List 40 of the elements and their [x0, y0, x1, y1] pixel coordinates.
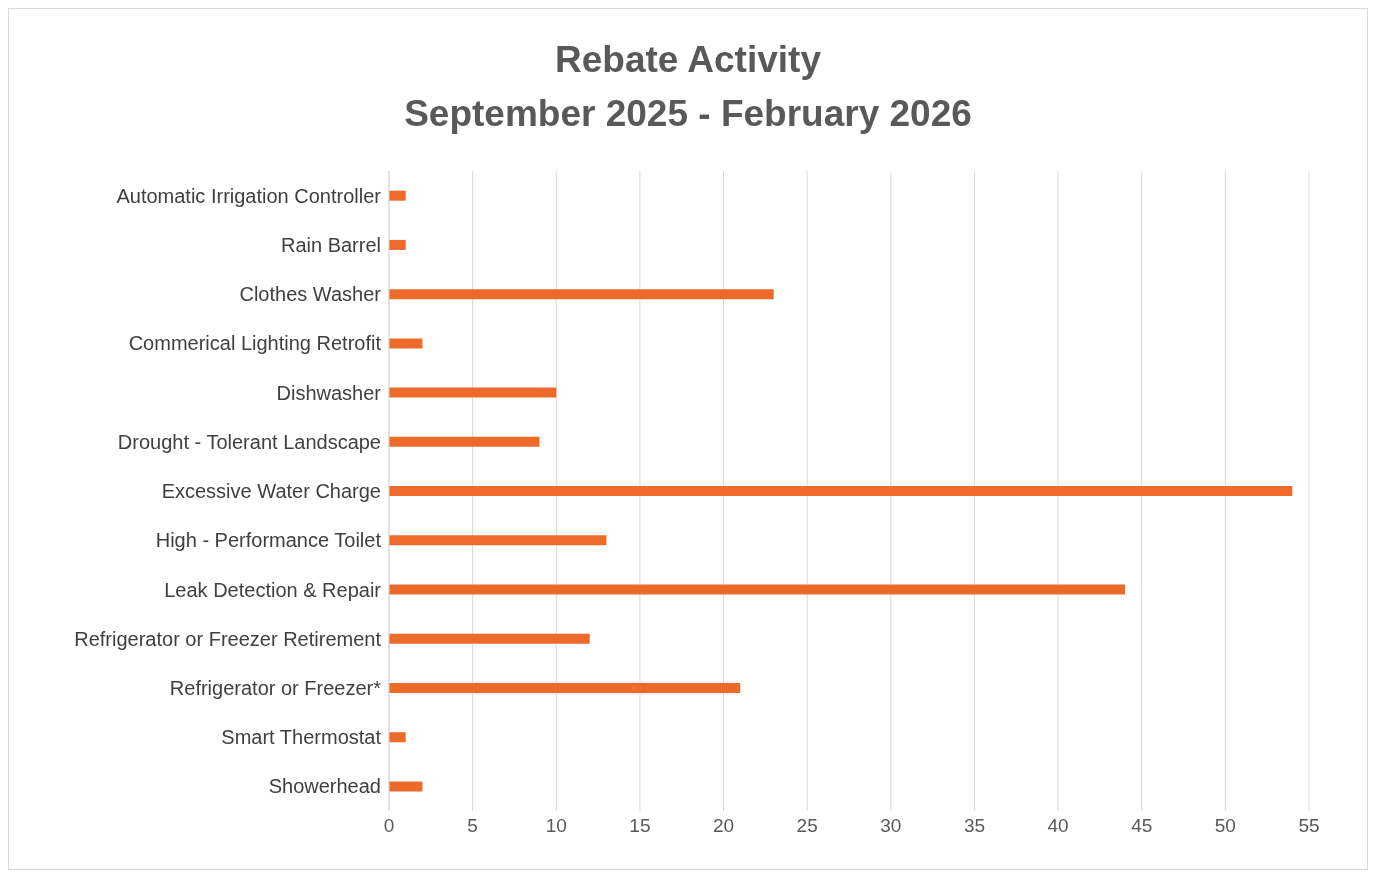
chart-subtitle: September 2025 - February 2026 — [403, 92, 973, 136]
x-tick-label: 10 — [545, 815, 567, 837]
x-tick-label: 55 — [1298, 815, 1320, 837]
x-tick-label: 30 — [880, 815, 902, 837]
x-tick-label: 45 — [1131, 815, 1153, 837]
y-tick-label: Automatic Irrigation Controller — [116, 184, 382, 207]
x-tick-label: 25 — [796, 815, 818, 837]
bar — [389, 683, 741, 693]
y-tick-label: Showerhead — [268, 775, 381, 798]
y-tick-label: Commerical Lighting Retrofit — [128, 332, 382, 355]
y-tick-label: Refrigerator or Freezer* — [169, 677, 382, 700]
x-tick-label: 50 — [1214, 815, 1236, 837]
y-tick-label: Leak Detection & Repair — [164, 578, 382, 601]
y-tick-label: Clothes Washer — [239, 283, 382, 306]
x-tick-label: 20 — [712, 815, 735, 837]
bar — [389, 486, 1293, 497]
bar — [389, 633, 590, 644]
bar — [389, 535, 607, 546]
x-tick-label: 15 — [629, 815, 651, 837]
y-tick-label: Dishwasher — [276, 381, 382, 404]
bar — [389, 338, 423, 349]
y-tick-label: High - Performance Toilet — [155, 529, 382, 552]
x-tick-label: 0 — [383, 815, 395, 837]
y-tick-label: Drought - Tolerant Landscape — [117, 430, 381, 453]
x-tick-label: 5 — [467, 815, 478, 837]
bar — [389, 239, 406, 250]
y-tick-label: Rain Barrel — [280, 233, 381, 256]
y-tick-label: Smart Thermostat — [221, 726, 382, 749]
y-tick-label: Refrigerator or Freezer Retirement — [74, 627, 382, 650]
bar — [389, 289, 774, 300]
bar — [389, 387, 557, 398]
x-tick-label: 35 — [963, 815, 986, 837]
bar — [389, 190, 406, 201]
bar — [389, 436, 540, 447]
bar — [389, 584, 1125, 595]
bar — [389, 781, 423, 792]
chart-title: Rebate Activity — [554, 38, 822, 82]
x-tick-label: 40 — [1047, 815, 1069, 837]
y-tick-label: Excessive Water Charge — [161, 480, 381, 503]
bar — [389, 732, 406, 743]
